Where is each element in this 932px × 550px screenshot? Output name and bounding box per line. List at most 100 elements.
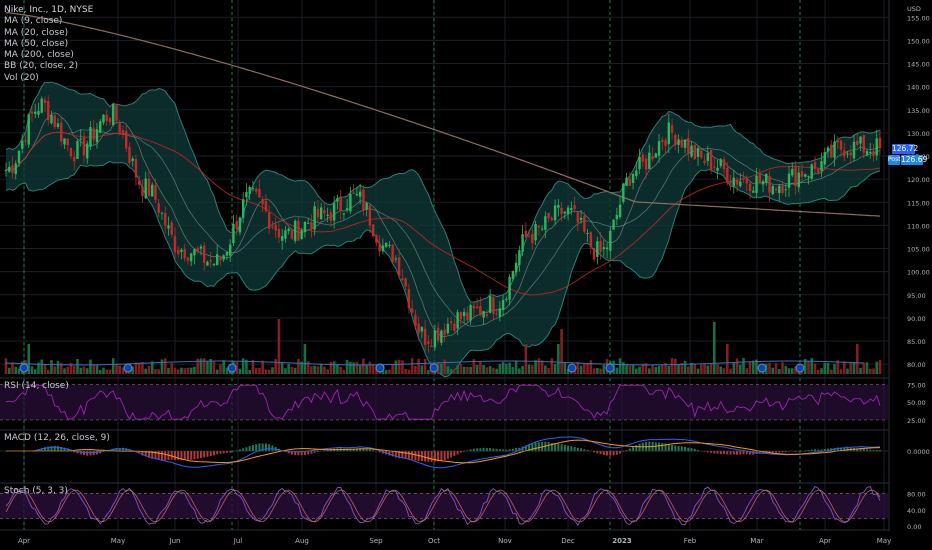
volume-bar: [518, 368, 521, 374]
candle-body: [293, 220, 297, 241]
macd-histogram-bar: [511, 448, 514, 452]
candle-body: [755, 175, 758, 194]
macd-histogram-bar: [446, 451, 449, 459]
legend-ma20[interactable]: MA (20, close): [4, 27, 69, 38]
candle-body: [453, 323, 456, 331]
volume-bar: [251, 359, 255, 374]
macd-histogram-bar: [635, 445, 638, 452]
candle-body: [362, 189, 365, 211]
macd-histogram-bar: [531, 443, 534, 452]
bollinger-band-fill: [6, 82, 880, 377]
ma200-line: [5, 12, 881, 217]
macd-histogram-bar: [365, 449, 368, 452]
volume-bar: [868, 368, 872, 374]
candle-body: [66, 138, 69, 146]
volume-bar: [524, 344, 528, 374]
macd-histogram-bar: [303, 451, 306, 456]
volume-bar: [401, 360, 404, 374]
macd-histogram-bar: [79, 451, 82, 455]
candle-body: [245, 192, 248, 198]
candle-body: [358, 191, 362, 197]
candle-body: [843, 150, 846, 157]
legend-vol[interactable]: Vol (20): [4, 72, 39, 83]
legend-ma9[interactable]: MA (9, close): [4, 16, 63, 27]
candle-body: [76, 141, 79, 159]
candle-body: [349, 193, 352, 212]
candle-body: [722, 159, 726, 170]
last-price-tag: 126.72: [892, 144, 919, 154]
macd-histogram-bar: [817, 449, 820, 452]
macd-histogram-bar: [586, 450, 589, 452]
macd-histogram-bar: [697, 450, 700, 452]
candle-body: [8, 166, 11, 172]
candle-body: [125, 130, 128, 149]
candle-body: [709, 150, 713, 170]
volume-bar: [449, 369, 453, 374]
macd-histogram-bar: [355, 448, 358, 452]
volume-bar: [680, 362, 684, 374]
volume-bar: [635, 368, 638, 374]
volume-bar: [397, 359, 401, 374]
volume-bar: [719, 366, 723, 374]
volume-bar: [651, 365, 654, 374]
volume-bar: [290, 366, 294, 374]
volume-bar: [664, 363, 667, 374]
macd-histogram-bar: [713, 451, 716, 454]
macd-histogram-bar: [658, 442, 661, 452]
candle-body: [73, 156, 76, 162]
volume-bar: [115, 363, 118, 374]
volume-bar: [602, 364, 606, 374]
volume-bar: [852, 362, 856, 374]
candle-body: [342, 213, 346, 215]
candle-body: [37, 111, 40, 115]
macd-histogram-bar: [388, 451, 391, 456]
candle-body: [102, 114, 105, 123]
earnings-marker: [795, 363, 805, 373]
candle-body: [505, 298, 508, 300]
candle-body: [459, 312, 463, 319]
candle-body: [209, 260, 212, 262]
candle-body: [310, 222, 313, 229]
volume-bar: [102, 367, 105, 374]
volume-bar: [511, 367, 515, 374]
legend-bb[interactable]: BB (20, close, 2): [4, 61, 79, 72]
candle-body: [167, 225, 170, 229]
candle-body: [79, 138, 82, 140]
symbol-title[interactable]: Nike, Inc., 1D, NYSE: [4, 5, 94, 15]
macd-label[interactable]: MACD (12, 26, close, 9): [4, 433, 110, 443]
macd-histogram-bar: [528, 444, 531, 452]
legend-ma200[interactable]: MA (200, close): [4, 50, 74, 61]
volume-bar: [85, 368, 89, 374]
volume-bar: [787, 368, 791, 374]
candle-body: [602, 247, 606, 250]
volume-bar: [212, 361, 216, 374]
volume-bar: [777, 368, 781, 374]
macd-histogram-bar: [554, 443, 557, 452]
candle-body: [521, 234, 524, 252]
stoch-label[interactable]: Stoch (5, 3, 3): [4, 486, 68, 496]
legend-ma50[interactable]: MA (50, close): [4, 38, 69, 49]
macd-histogram-bar: [495, 448, 498, 452]
macd-histogram-bar: [693, 448, 696, 452]
volume-bar: [17, 368, 21, 374]
time-axis-label: May: [111, 537, 125, 545]
macd-line: [6, 436, 880, 469]
volume-bar: [690, 362, 693, 374]
macd-histogram-bar: [638, 443, 641, 452]
volume-bar: [589, 360, 593, 374]
macd-histogram-bar: [856, 448, 859, 452]
candle-body: [384, 243, 388, 247]
rsi-label[interactable]: RSI (14, close): [4, 381, 69, 391]
post-market-badge: Post: [888, 155, 901, 165]
macd-histogram-bar: [173, 451, 176, 461]
volume-bar: [76, 359, 79, 374]
volume-bar: [527, 364, 531, 374]
volume-bar: [459, 363, 463, 374]
price-tick-label: 115.00: [907, 199, 930, 207]
candle-body: [833, 141, 836, 158]
macd-histogram-bar: [836, 447, 839, 452]
volume-bar: [98, 369, 102, 374]
macd-histogram-bar: [632, 446, 635, 452]
macd-histogram-bar: [316, 451, 319, 452]
